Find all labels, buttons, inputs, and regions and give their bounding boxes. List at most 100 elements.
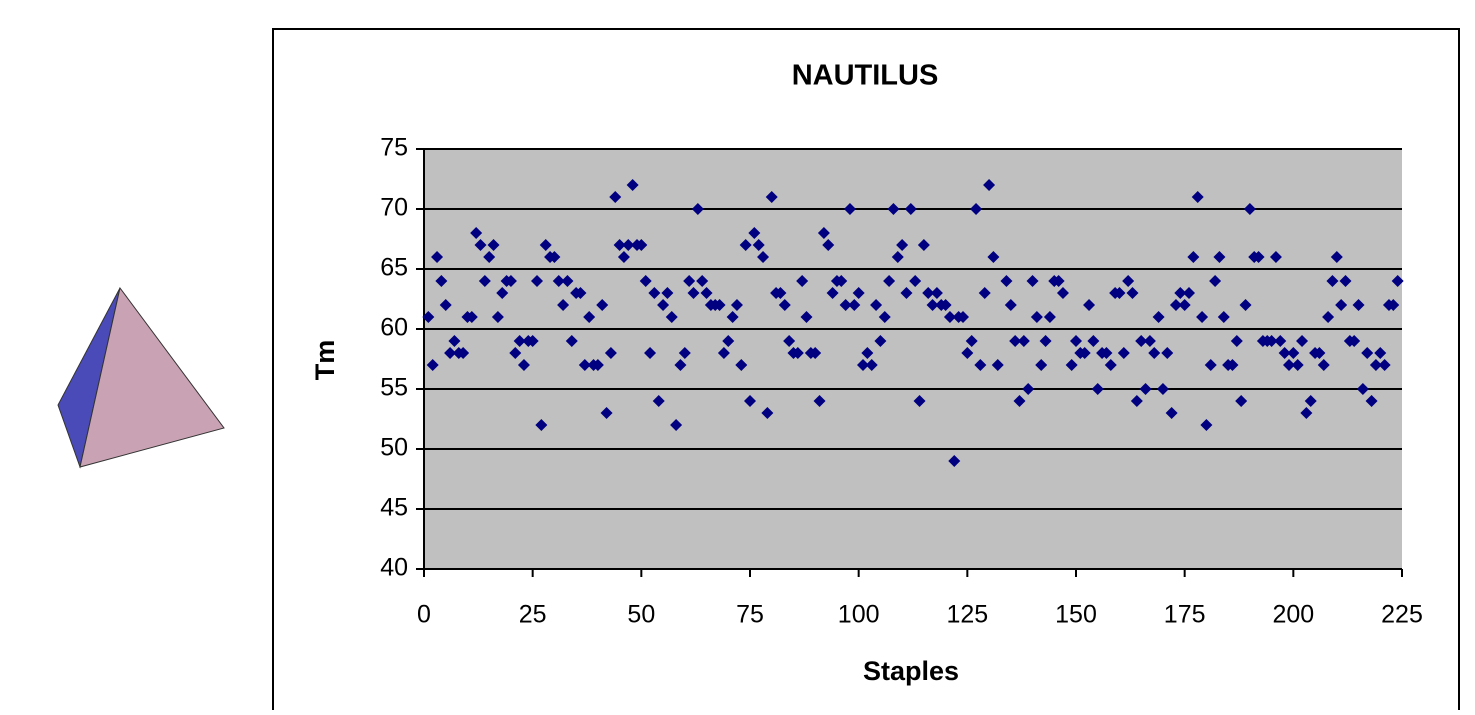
point <box>1035 359 1048 371</box>
point <box>591 359 604 371</box>
point <box>1252 251 1265 263</box>
point <box>1087 335 1100 347</box>
point <box>691 203 704 215</box>
point <box>757 251 770 263</box>
point <box>1322 311 1335 323</box>
point <box>1374 347 1387 359</box>
point <box>1178 299 1191 311</box>
point <box>917 239 930 251</box>
point <box>939 299 952 311</box>
point <box>552 275 565 287</box>
point <box>1361 347 1374 359</box>
point <box>1030 311 1043 323</box>
point <box>1226 359 1239 371</box>
y-axis-label: Tm <box>310 340 340 381</box>
point <box>1000 275 1013 287</box>
point <box>887 203 900 215</box>
point <box>930 287 943 299</box>
point <box>474 239 487 251</box>
point <box>422 311 435 323</box>
point <box>987 251 1000 263</box>
point <box>448 335 461 347</box>
x-tick-label: 125 <box>946 601 988 629</box>
point <box>626 179 639 191</box>
point <box>1139 383 1152 395</box>
y-tick-label: 55 <box>380 374 408 402</box>
point <box>1230 335 1243 347</box>
point <box>739 239 752 251</box>
point <box>617 251 630 263</box>
point <box>983 179 996 191</box>
y-tick-label: 60 <box>380 314 408 342</box>
point <box>635 239 648 251</box>
point <box>922 287 935 299</box>
point <box>717 347 730 359</box>
point <box>1378 359 1391 371</box>
point <box>726 311 739 323</box>
point <box>1130 395 1143 407</box>
point <box>687 287 700 299</box>
point <box>904 203 917 215</box>
point <box>1013 395 1026 407</box>
point <box>1152 311 1165 323</box>
point <box>861 347 874 359</box>
point <box>435 275 448 287</box>
chart-title: NAUTILUS <box>792 60 939 92</box>
point <box>900 287 913 299</box>
point <box>1287 347 1300 359</box>
point <box>444 347 457 359</box>
point <box>496 287 509 299</box>
point <box>1335 299 1348 311</box>
point <box>874 335 887 347</box>
point <box>817 227 830 239</box>
point <box>1356 383 1369 395</box>
point <box>826 287 839 299</box>
point <box>1291 359 1304 371</box>
point <box>604 347 617 359</box>
point <box>809 347 822 359</box>
point <box>1339 275 1352 287</box>
point <box>926 299 939 311</box>
point <box>1117 347 1130 359</box>
point <box>1078 347 1091 359</box>
point <box>652 395 665 407</box>
point <box>765 191 778 203</box>
point <box>661 287 674 299</box>
point <box>909 275 922 287</box>
point <box>431 251 444 263</box>
point <box>800 311 813 323</box>
point <box>778 299 791 311</box>
point <box>1122 275 1135 287</box>
point <box>948 455 961 467</box>
point <box>1209 275 1222 287</box>
point <box>1204 359 1217 371</box>
point <box>1274 335 1287 347</box>
point <box>1039 335 1052 347</box>
point <box>696 275 709 287</box>
y-tick-label: 40 <box>380 554 408 582</box>
point <box>583 311 596 323</box>
point <box>1091 383 1104 395</box>
point <box>857 359 870 371</box>
point <box>822 239 835 251</box>
x-tick-label: 75 <box>736 601 764 629</box>
y-tick-label: 65 <box>380 254 408 282</box>
point <box>657 299 670 311</box>
point <box>1269 251 1282 263</box>
point <box>1191 191 1204 203</box>
x-tick-label: 150 <box>1055 601 1097 629</box>
point <box>965 335 978 347</box>
point <box>943 311 956 323</box>
point <box>891 251 904 263</box>
point <box>535 419 548 431</box>
point <box>991 359 1004 371</box>
point <box>1100 347 1113 359</box>
point <box>1065 359 1078 371</box>
point <box>478 275 491 287</box>
point <box>1313 347 1326 359</box>
point <box>539 239 552 251</box>
point <box>722 335 735 347</box>
point <box>848 299 861 311</box>
point <box>1243 203 1256 215</box>
